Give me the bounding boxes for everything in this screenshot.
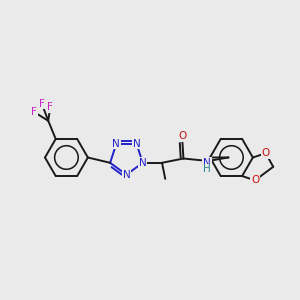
Text: O: O xyxy=(251,175,259,185)
Text: F: F xyxy=(31,107,37,117)
Text: H: H xyxy=(203,164,211,174)
Text: O: O xyxy=(262,148,270,158)
Text: N: N xyxy=(139,158,147,168)
Text: F: F xyxy=(47,102,53,112)
Text: N: N xyxy=(112,139,120,148)
Text: N: N xyxy=(203,158,211,168)
Text: O: O xyxy=(178,131,187,141)
Text: F: F xyxy=(39,99,45,109)
Text: N: N xyxy=(123,169,130,180)
Text: N: N xyxy=(133,139,140,148)
